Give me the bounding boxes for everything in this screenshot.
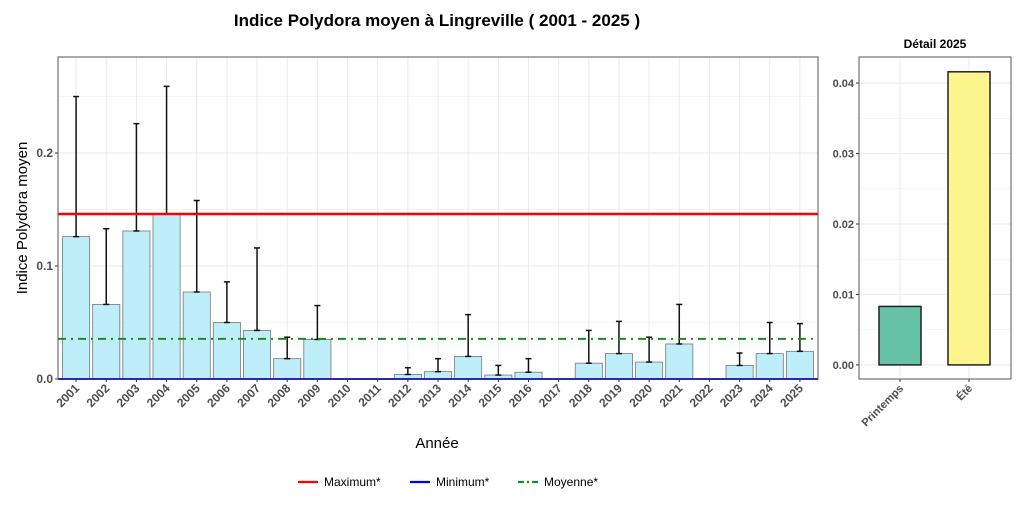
x-tick-label: 2004 bbox=[144, 381, 173, 410]
bar-été bbox=[947, 71, 991, 366]
y-tick-label: 0.00 bbox=[833, 360, 854, 372]
bar-2018 bbox=[574, 362, 603, 380]
x-tick-label: 2009 bbox=[295, 381, 324, 410]
bar-2004 bbox=[152, 213, 181, 380]
x-tick-label: 2022 bbox=[687, 381, 716, 410]
x-tick-label: 2015 bbox=[476, 381, 505, 410]
legend-label: Maximum* bbox=[324, 475, 381, 489]
bar-printemps bbox=[878, 305, 922, 366]
x-tick-label: 2017 bbox=[536, 381, 565, 410]
x-tick-label: 2018 bbox=[566, 381, 595, 410]
y-tick-label: 0.1 bbox=[36, 259, 53, 273]
bar-2008 bbox=[273, 358, 302, 380]
bar-2020 bbox=[635, 361, 664, 380]
x-tick-label: 2023 bbox=[717, 381, 746, 410]
x-tick-label: 2013 bbox=[415, 381, 444, 410]
legend-label: Minimum* bbox=[436, 475, 490, 489]
y-tick-label: 0.04 bbox=[833, 78, 855, 90]
bar-2006 bbox=[212, 322, 241, 380]
bar-2016 bbox=[514, 371, 543, 380]
y-tick-label: 0.02 bbox=[833, 219, 854, 231]
y-tick-label: 0.01 bbox=[833, 289, 854, 301]
y-axis-label: Indice Polydora moyen bbox=[14, 142, 31, 295]
x-tick-label: 2020 bbox=[626, 381, 655, 410]
chart-title: Indice Polydora moyen à Lingreville ( 20… bbox=[234, 11, 640, 30]
x-tick-label: 2021 bbox=[657, 381, 686, 410]
x-tick-label: 2001 bbox=[53, 381, 82, 410]
bar-2005 bbox=[182, 291, 211, 380]
x-tick-label: 2016 bbox=[506, 381, 535, 410]
x-tick-label: 2003 bbox=[114, 381, 143, 410]
plot-border bbox=[57, 56, 819, 380]
bar-2023 bbox=[725, 365, 754, 380]
x-tick-label: Été bbox=[954, 382, 975, 403]
x-tick-label: 2025 bbox=[777, 381, 806, 410]
x-axis-label: Année bbox=[415, 435, 458, 452]
x-tick-label: 2019 bbox=[596, 381, 625, 410]
legend-label: Moyenne* bbox=[544, 475, 598, 489]
bar-2021 bbox=[665, 343, 694, 380]
x-tick-label: 2002 bbox=[84, 381, 113, 410]
bar-2024 bbox=[755, 353, 784, 380]
x-tick-label: 2012 bbox=[385, 381, 414, 410]
y-tick-label: 0.0 bbox=[36, 372, 53, 386]
bar-2007 bbox=[243, 330, 272, 380]
bar-2014 bbox=[454, 356, 483, 380]
bar-2003 bbox=[122, 230, 151, 380]
legend: Maximum* Minimum* Moyenne* bbox=[298, 475, 598, 489]
bar-2002 bbox=[92, 304, 121, 380]
x-tick-label: 2007 bbox=[234, 381, 263, 410]
bar-2019 bbox=[604, 353, 633, 380]
bar-2001 bbox=[62, 236, 91, 380]
bar-2025 bbox=[785, 350, 814, 380]
y-tick-label: 0.03 bbox=[833, 149, 854, 161]
x-tick-label: 2010 bbox=[325, 381, 354, 410]
y-tick-label: 0.2 bbox=[36, 146, 53, 160]
x-tick-label: 2006 bbox=[204, 381, 233, 410]
bar-2009 bbox=[303, 339, 332, 380]
x-tick-label: 2005 bbox=[174, 381, 203, 410]
x-tick-label: Printemps bbox=[860, 383, 907, 430]
x-tick-label: 2024 bbox=[747, 381, 776, 410]
detail-border bbox=[858, 56, 1012, 380]
detail-title: Détail 2025 bbox=[904, 37, 967, 51]
bar-2013 bbox=[424, 371, 452, 380]
x-tick-label: 2008 bbox=[265, 381, 294, 410]
x-tick-label: 2011 bbox=[355, 381, 384, 410]
x-tick-label: 2014 bbox=[445, 381, 474, 410]
